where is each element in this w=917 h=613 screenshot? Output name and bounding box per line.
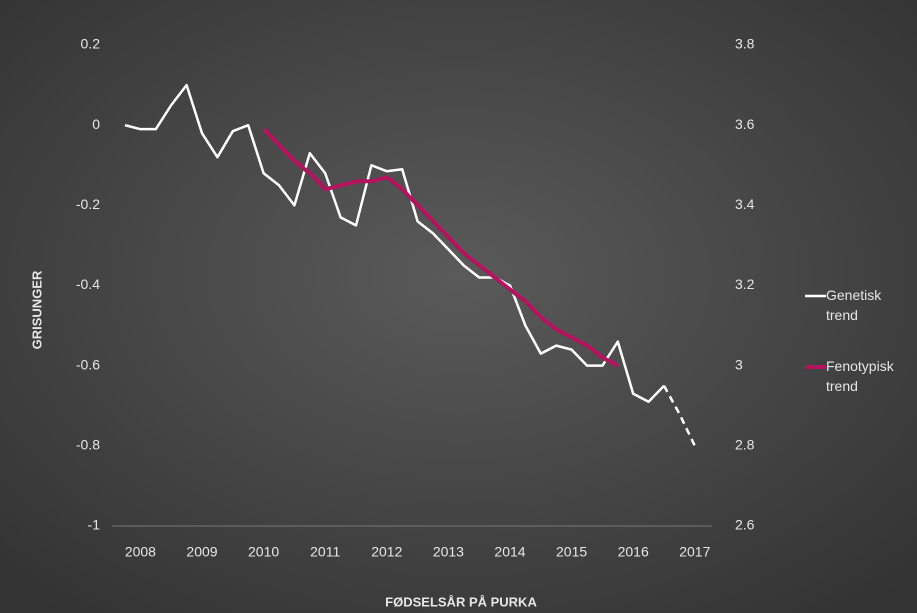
y2-tick-label: 3.8: [735, 36, 755, 52]
line-series: [124, 83, 665, 403]
x-tick-label: 2008: [125, 544, 156, 560]
x-axis-label: FØDSELSÅR PÅ PURKA: [385, 594, 537, 609]
y-tick-label: -0.4: [76, 276, 100, 292]
x-tick-label: 2016: [618, 544, 649, 560]
y-tick-label: -0.8: [76, 437, 100, 453]
x-tick-label: 2013: [433, 544, 464, 560]
y-tick-label: 0: [92, 116, 100, 132]
line-series: [262, 127, 619, 368]
y2-tick-label: 2.6: [735, 517, 755, 533]
legend-item: Genetisk trend: [826, 287, 882, 323]
x-tick-label: 2012: [371, 544, 402, 560]
y-tick-label: 0.2: [81, 36, 101, 52]
x-tick-label: 2015: [556, 544, 587, 560]
legend-item: Fenotypisk trend: [826, 358, 894, 394]
x-tick-label: 2017: [679, 544, 710, 560]
x-tick-label: 2009: [186, 544, 217, 560]
y2-tick-label: 3: [735, 356, 743, 372]
y-axis-label: GRISUNGER: [29, 270, 44, 349]
y2-tick-label: 3.6: [735, 116, 755, 132]
legend-label: Genetisk trend: [826, 287, 882, 323]
y-tick-label: -0.6: [76, 356, 100, 372]
x-tick-label: 2014: [494, 544, 525, 560]
y2-tick-label: 3.4: [735, 196, 755, 212]
y-tick-label: -0.2: [76, 196, 100, 212]
x-tick-label: 2011: [310, 544, 340, 560]
legend-label: Fenotypisk trend: [826, 358, 894, 394]
y2-tick-label: 3.2: [735, 276, 755, 292]
y2-tick-label: 2.8: [735, 437, 755, 453]
x-tick-label: 2010: [248, 544, 279, 560]
y-tick-label: -1: [88, 517, 101, 533]
